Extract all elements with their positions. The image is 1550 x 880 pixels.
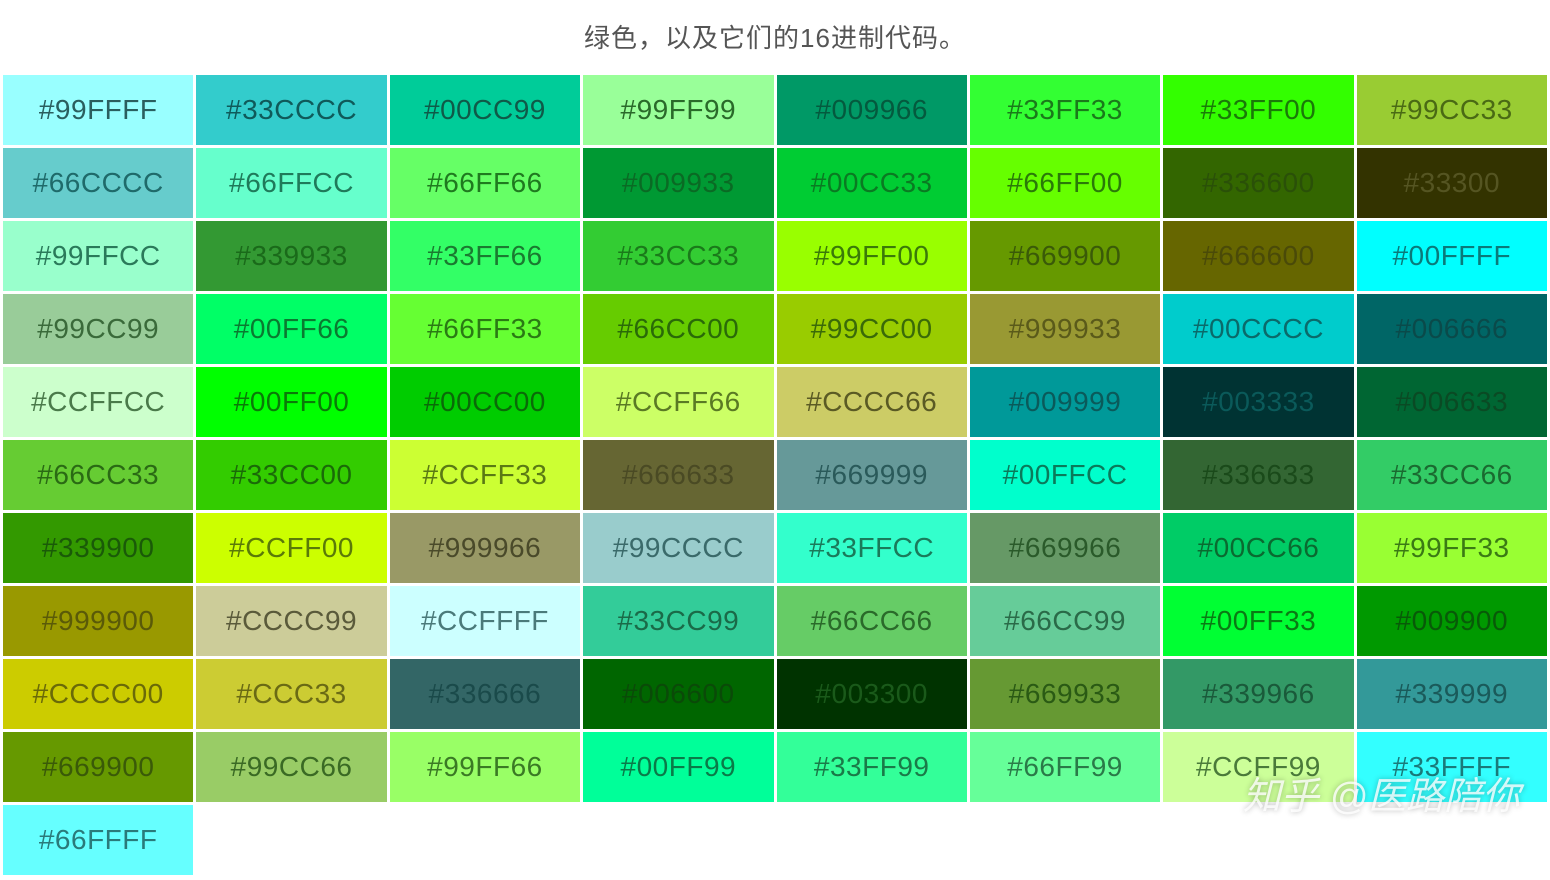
color-swatch: #CCFFFF [390, 586, 580, 656]
color-swatch: #66CC33 [3, 440, 193, 510]
color-swatch: #00FF66 [196, 294, 386, 364]
color-swatch: #CCFF00 [196, 513, 386, 583]
color-swatch: #339900 [3, 513, 193, 583]
color-swatch: #99CC99 [3, 294, 193, 364]
color-swatch: #999966 [390, 513, 580, 583]
color-swatch: #669900 [970, 221, 1160, 291]
color-swatch: #669933 [970, 659, 1160, 729]
color-swatch: #00CC00 [390, 367, 580, 437]
color-swatch: #99FF66 [390, 732, 580, 802]
color-swatch: #336600 [1163, 148, 1353, 218]
color-swatch: #CCC33 [196, 659, 386, 729]
color-swatch: #666633 [583, 440, 773, 510]
color-swatch: #006666 [1357, 294, 1547, 364]
color-swatch: #00CC99 [390, 75, 580, 145]
color-swatch: #009900 [1357, 586, 1547, 656]
color-swatch: #00FFCC [970, 440, 1160, 510]
color-swatch: #33300 [1357, 148, 1547, 218]
color-swatch: #99FF33 [1357, 513, 1547, 583]
color-swatch-grid: #99FFFF#33CCCC#00CC99#99FF99#009966#33FF… [0, 75, 1550, 875]
color-swatch: #006600 [583, 659, 773, 729]
color-swatch: #009999 [970, 367, 1160, 437]
color-swatch: #66CCCC [3, 148, 193, 218]
color-swatch: #66FFCC [196, 148, 386, 218]
color-swatch: #33FF00 [1163, 75, 1353, 145]
color-swatch: #999900 [3, 586, 193, 656]
color-swatch: #00FF99 [583, 732, 773, 802]
color-swatch: #CCFF66 [583, 367, 773, 437]
color-swatch: #669966 [970, 513, 1160, 583]
color-swatch: #669999 [777, 440, 967, 510]
color-swatch: #33FFFF [1357, 732, 1547, 802]
color-swatch: #CCCC66 [777, 367, 967, 437]
color-swatch: #99CC66 [196, 732, 386, 802]
color-swatch: #339966 [1163, 659, 1353, 729]
color-swatch: #99CCCC [583, 513, 773, 583]
color-swatch: #00FFFF [1357, 221, 1547, 291]
color-swatch: #00FF33 [1163, 586, 1353, 656]
color-swatch: #CCFF99 [1163, 732, 1353, 802]
color-swatch: #00CC33 [777, 148, 967, 218]
color-swatch: #99FF99 [583, 75, 773, 145]
color-swatch: #99FF00 [777, 221, 967, 291]
color-swatch: #336633 [1163, 440, 1353, 510]
color-swatch: #33FF99 [777, 732, 967, 802]
color-swatch: #339999 [1357, 659, 1547, 729]
color-swatch: #33CC00 [196, 440, 386, 510]
color-swatch: #006633 [1357, 367, 1547, 437]
color-swatch: #66CC66 [777, 586, 967, 656]
color-swatch: #99CC00 [777, 294, 967, 364]
color-swatch: #33CC33 [583, 221, 773, 291]
color-swatch: #66FF66 [390, 148, 580, 218]
color-swatch: #66FF99 [970, 732, 1160, 802]
color-swatch: #33FF66 [390, 221, 580, 291]
color-swatch: #999933 [970, 294, 1160, 364]
color-swatch: #CCCC00 [3, 659, 193, 729]
color-swatch: #009933 [583, 148, 773, 218]
color-swatch: #33CCCC [196, 75, 386, 145]
color-swatch: #CCCC99 [196, 586, 386, 656]
color-swatch: #33FFCC [777, 513, 967, 583]
color-swatch: #00CC66 [1163, 513, 1353, 583]
color-swatch: #003300 [777, 659, 967, 729]
color-swatch: #00FF00 [196, 367, 386, 437]
color-swatch: #99FFFF [3, 75, 193, 145]
color-swatch: #99FFCC [3, 221, 193, 291]
color-swatch: #009966 [777, 75, 967, 145]
color-swatch: #33CC99 [583, 586, 773, 656]
color-swatch: #CCFF33 [390, 440, 580, 510]
color-swatch: #66FFFF [3, 805, 193, 875]
color-swatch: #CCFFCC [3, 367, 193, 437]
chart-title: 绿色，以及它们的16进制代码。 [0, 0, 1550, 75]
color-swatch: #66FF00 [970, 148, 1160, 218]
color-swatch: #66CC99 [970, 586, 1160, 656]
color-swatch: #33CC66 [1357, 440, 1547, 510]
color-swatch: #66CC00 [583, 294, 773, 364]
color-swatch: #003333 [1163, 367, 1353, 437]
color-swatch: #00CCCC [1163, 294, 1353, 364]
color-swatch: #99CC33 [1357, 75, 1547, 145]
color-swatch: #33FF33 [970, 75, 1160, 145]
color-swatch: #339933 [196, 221, 386, 291]
color-swatch: #669900 [3, 732, 193, 802]
color-swatch: #336666 [390, 659, 580, 729]
color-swatch: #666600 [1163, 221, 1353, 291]
color-swatch: #66FF33 [390, 294, 580, 364]
